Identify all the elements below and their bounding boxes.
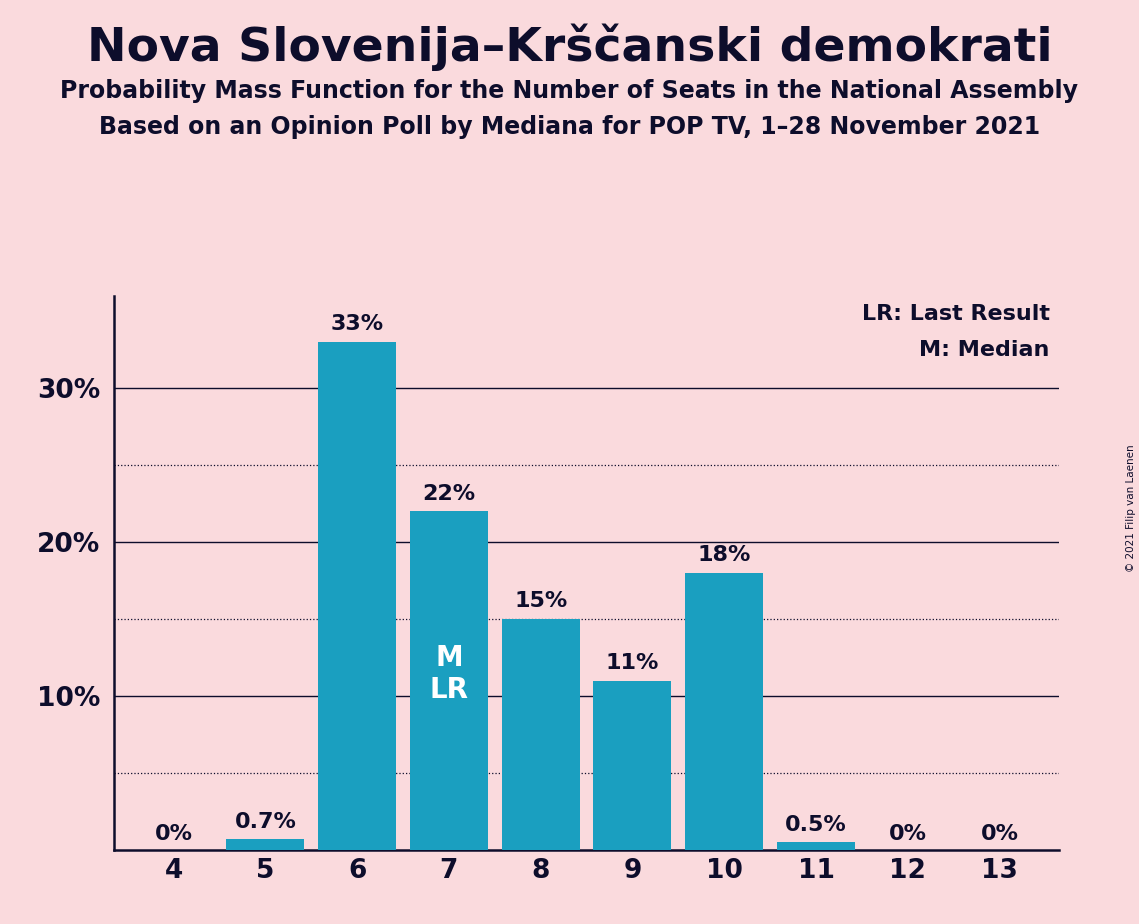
Text: © 2021 Filip van Laenen: © 2021 Filip van Laenen [1126, 444, 1136, 572]
Text: 33%: 33% [330, 314, 384, 334]
Bar [777, 843, 855, 850]
Text: 0.7%: 0.7% [235, 811, 296, 832]
Text: Nova Slovenija–Krščanski demokrati: Nova Slovenija–Krščanski demokrati [87, 23, 1052, 70]
Bar [410, 511, 487, 850]
Text: 18%: 18% [697, 545, 751, 565]
Text: Based on an Opinion Poll by Mediana for POP TV, 1–28 November 2021: Based on an Opinion Poll by Mediana for … [99, 115, 1040, 139]
Text: 0%: 0% [155, 824, 192, 844]
Text: M: Median: M: Median [919, 340, 1050, 360]
Bar [501, 619, 580, 850]
Bar [686, 573, 763, 850]
Bar [318, 342, 396, 850]
Text: 22%: 22% [423, 483, 475, 504]
Text: 0%: 0% [981, 824, 1018, 844]
Text: 0.5%: 0.5% [785, 815, 847, 834]
Bar [227, 839, 304, 850]
Text: M
LR: M LR [429, 644, 468, 704]
Text: Probability Mass Function for the Number of Seats in the National Assembly: Probability Mass Function for the Number… [60, 79, 1079, 103]
Text: 11%: 11% [606, 653, 659, 673]
Text: 0%: 0% [888, 824, 927, 844]
Bar [593, 681, 672, 850]
Text: LR: Last Result: LR: Last Result [862, 304, 1050, 324]
Text: 15%: 15% [514, 591, 567, 612]
